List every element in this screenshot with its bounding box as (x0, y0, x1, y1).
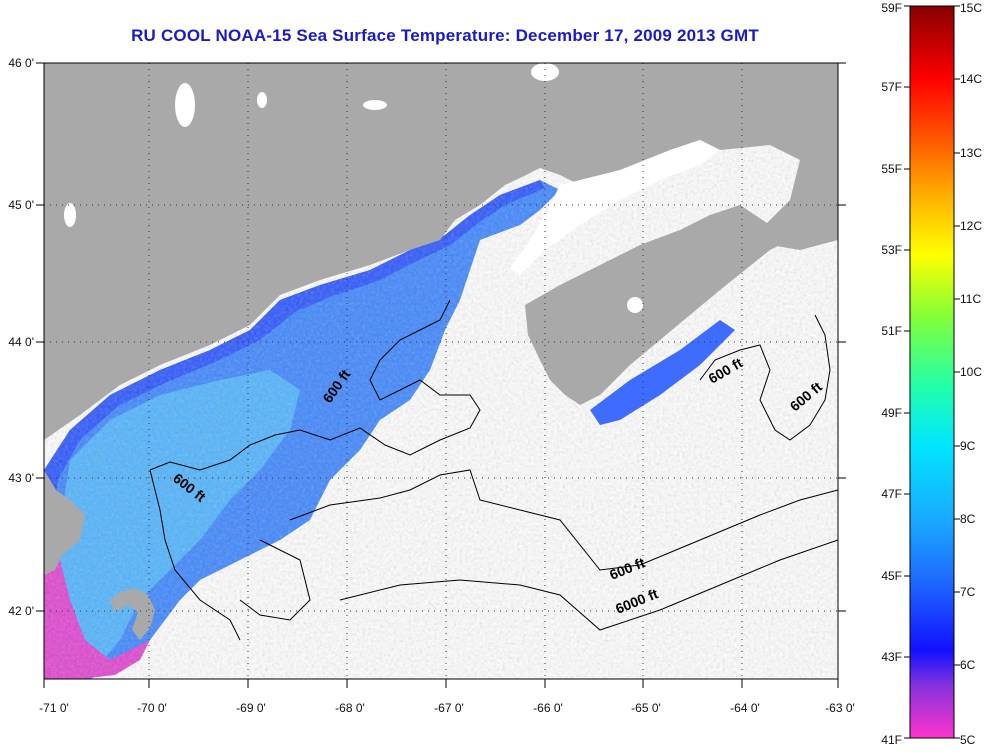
colorbar-f-label: 47F (881, 487, 902, 501)
colorbar-f-label: 41F (881, 733, 902, 747)
colorbar-f-label: 49F (881, 406, 902, 420)
land-nova-scotia (525, 205, 790, 405)
lake-6 (363, 100, 387, 110)
bay-of-fundy (510, 140, 720, 275)
colorbar-f-label: 43F (881, 650, 902, 664)
lat-tick-label: 46 0' (8, 56, 34, 70)
lat-tick-label: 44 0' (8, 335, 34, 349)
colorbar-c-label: 9C (960, 439, 976, 453)
colorbar-c-label: 6C (960, 658, 976, 672)
lon-tick-label: -65 0' (631, 701, 661, 715)
lat-tick-label: 45 0' (8, 198, 34, 212)
bathymetry-contours (149, 299, 838, 641)
colorbar-c-label: 15C (960, 1, 982, 15)
lon-tick-label: -71 0' (39, 701, 69, 715)
lake-5 (627, 297, 643, 313)
contour-6000ft (339, 539, 838, 631)
latitude-labels: 46 0' 45 0' 44 0' 43 0' 42 0' (8, 56, 34, 618)
sst-coastal-fringe (44, 560, 150, 679)
colorbar-celsius-labels: 15C 14C 13C 12C 11C 10C 9C 8C 7C 6C 5C (960, 1, 982, 747)
colorbar-f-label: 57F (881, 80, 902, 94)
contour-600ft-georges (289, 469, 838, 571)
lon-tick-label: -68 0' (335, 701, 365, 715)
colorbar (909, 5, 955, 739)
lake-2 (175, 83, 195, 127)
graticule (44, 63, 838, 679)
colorbar-c-label: 11C (960, 292, 981, 306)
land-cape-cod (44, 470, 155, 640)
lake-1 (531, 63, 559, 81)
colorbar-c-label: 7C (960, 585, 976, 599)
lon-tick-label: -69 0' (236, 701, 266, 715)
lon-tick-label: -67 0' (434, 701, 464, 715)
colorbar-c-label: 12C (960, 219, 982, 233)
map-frame (43, 62, 839, 680)
lon-tick-label: -66 0' (533, 701, 563, 715)
contour-600ft-gulf (149, 299, 481, 471)
lon-tick-label: -70 0' (137, 701, 167, 715)
colorbar-f-label: 45F (881, 569, 902, 583)
colorbar-c-label: 13C (960, 146, 982, 160)
lon-tick-label: -64 0' (730, 701, 760, 715)
sst-coverage-nova-scotia (590, 320, 735, 425)
colorbar-fahrenheit-labels: 59F 57F 55F 53F 51F 49F 47F 45F 43F 41F (881, 1, 902, 747)
lat-tick-label: 43 0' (8, 471, 34, 485)
contour-600ft-basin (239, 539, 311, 621)
colorbar-f-label: 53F (881, 243, 902, 257)
map-title: RU COOL NOAA-15 Sea Surface Temperature:… (131, 26, 759, 45)
colorbar-f-label: 55F (881, 162, 902, 176)
colorbar-c-label: 5C (960, 733, 976, 747)
lake-4 (64, 203, 76, 227)
lon-tick-label: -63 0' (825, 701, 855, 715)
colorbar-f-label: 59F (881, 1, 902, 15)
contour-600ft-scotian (699, 314, 831, 441)
colorbar-c-label: 8C (960, 512, 976, 526)
colorbar-f-label: 51F (881, 324, 902, 338)
contour-600ft-southwest (149, 469, 241, 641)
colorbar-c-label: 10C (960, 365, 982, 379)
colorbar-ticks (904, 5, 960, 739)
lat-tick-label: 42 0' (8, 604, 34, 618)
longitude-labels: -71 0' -70 0' -69 0' -68 0' -67 0' -66 0… (39, 701, 855, 715)
colorbar-c-label: 14C (960, 72, 982, 86)
lake-3 (257, 92, 267, 108)
axis-ticks (36, 62, 846, 688)
land-north (44, 63, 838, 440)
